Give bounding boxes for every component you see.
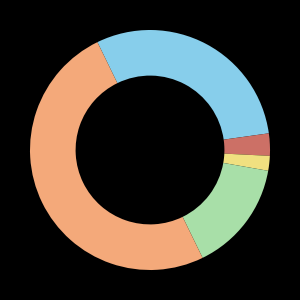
Wedge shape — [183, 163, 268, 258]
Wedge shape — [30, 42, 203, 270]
Wedge shape — [224, 133, 270, 156]
Wedge shape — [98, 30, 269, 140]
Wedge shape — [223, 154, 270, 171]
